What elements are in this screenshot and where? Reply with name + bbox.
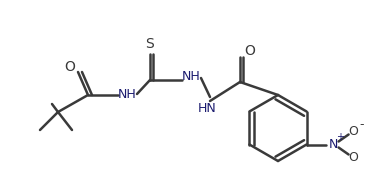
Text: O: O — [349, 151, 359, 164]
Text: +: + — [335, 132, 344, 143]
Text: O: O — [349, 125, 359, 138]
Text: S: S — [146, 37, 154, 51]
Text: N: N — [329, 138, 338, 151]
Text: O: O — [65, 60, 75, 74]
Text: NH: NH — [182, 70, 200, 84]
Text: NH: NH — [118, 88, 137, 101]
Text: -: - — [359, 118, 364, 131]
Text: O: O — [245, 44, 255, 58]
Text: HN: HN — [198, 101, 216, 115]
